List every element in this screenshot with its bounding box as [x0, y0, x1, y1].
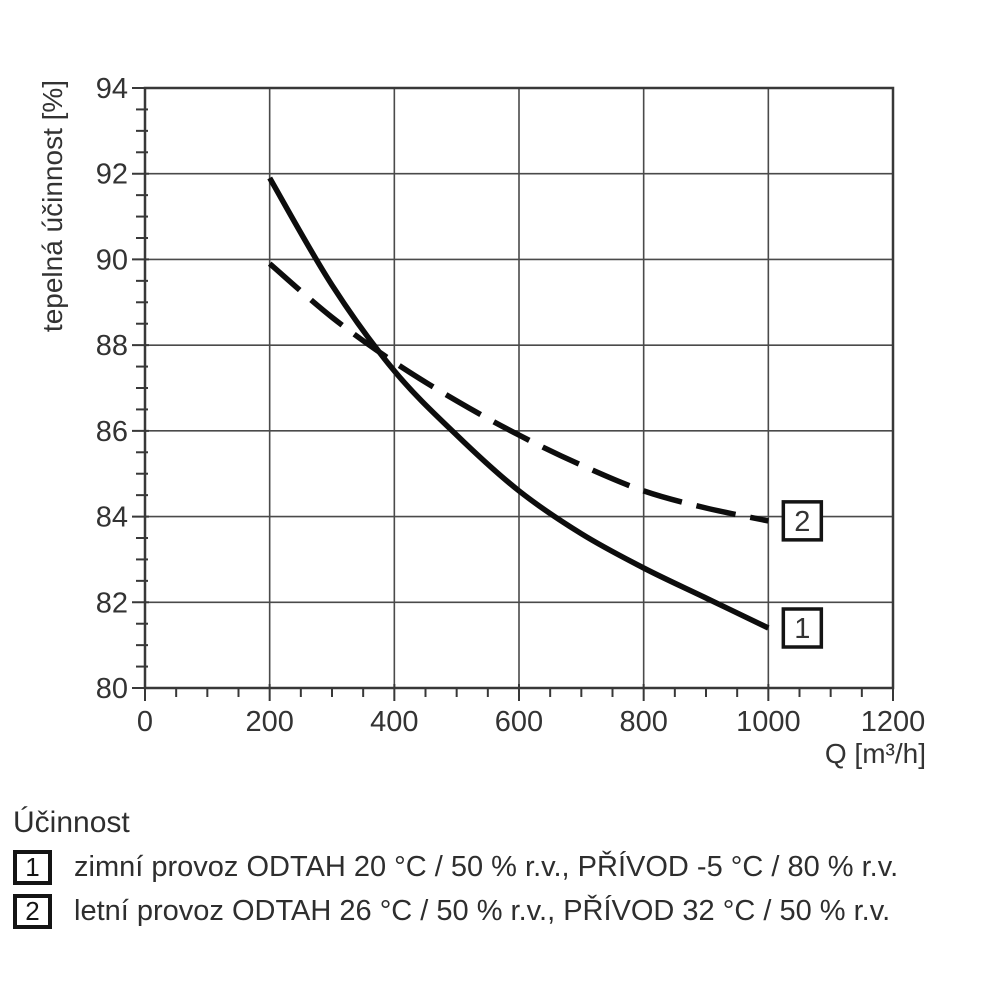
svg-text:80: 80 [96, 673, 128, 705]
svg-text:88: 88 [96, 330, 128, 362]
svg-text:400: 400 [370, 706, 418, 738]
series-1-marker-box: 1 [13, 850, 52, 885]
x-axis-label: Q [m³/h] [825, 738, 926, 769]
svg-text:0: 0 [137, 706, 153, 738]
series-2-curve-label: 2 [781, 500, 824, 542]
series-2-curve [267, 261, 769, 524]
svg-text:84: 84 [96, 502, 128, 534]
svg-text:800: 800 [619, 706, 667, 738]
legend-item-summer: 2 letní provoz ODTAH 26 °C / 50 % r.v., … [13, 894, 898, 929]
svg-text:2: 2 [794, 506, 810, 538]
svg-text:1000: 1000 [736, 706, 801, 738]
axis-ticks [132, 87, 894, 701]
svg-text:600: 600 [495, 706, 543, 738]
svg-text:200: 200 [245, 706, 293, 738]
svg-text:94: 94 [96, 73, 128, 105]
svg-text:82: 82 [96, 587, 128, 619]
svg-text:1: 1 [794, 613, 810, 645]
series-2-description: letní provoz ODTAH 26 °C / 50 % r.v., PŘ… [74, 895, 891, 927]
legend-title: Účinnost [13, 806, 130, 839]
svg-text:92: 92 [96, 159, 128, 191]
series-1-curve [267, 176, 770, 631]
svg-text:90: 90 [96, 244, 128, 276]
chart-legend: Účinnost 1 zimní provoz ODTAH 20 °C / 50… [13, 806, 898, 938]
grid-lines [145, 88, 893, 688]
series-1-description: zimní provoz ODTAH 20 °C / 50 % r.v., PŘ… [74, 851, 899, 883]
series-1-curve-label: 1 [781, 607, 824, 649]
y-axis-label: tepelná účinnost [%] [37, 80, 68, 332]
tick-labels: 0 200 400 600 800 1000 1200 80 82 84 86 88 90 92 94 [96, 73, 926, 738]
series-2-marker-box: 2 [13, 894, 52, 929]
svg-text:1200: 1200 [861, 706, 926, 738]
svg-text:86: 86 [96, 416, 128, 448]
legend-item-winter: 1 zimní provoz ODTAH 20 °C / 50 % r.v., … [13, 850, 898, 885]
efficiency-chart: 0 200 400 600 800 1000 1200 80 82 84 86 88 90 92 94 Q [… [37, 73, 926, 769]
